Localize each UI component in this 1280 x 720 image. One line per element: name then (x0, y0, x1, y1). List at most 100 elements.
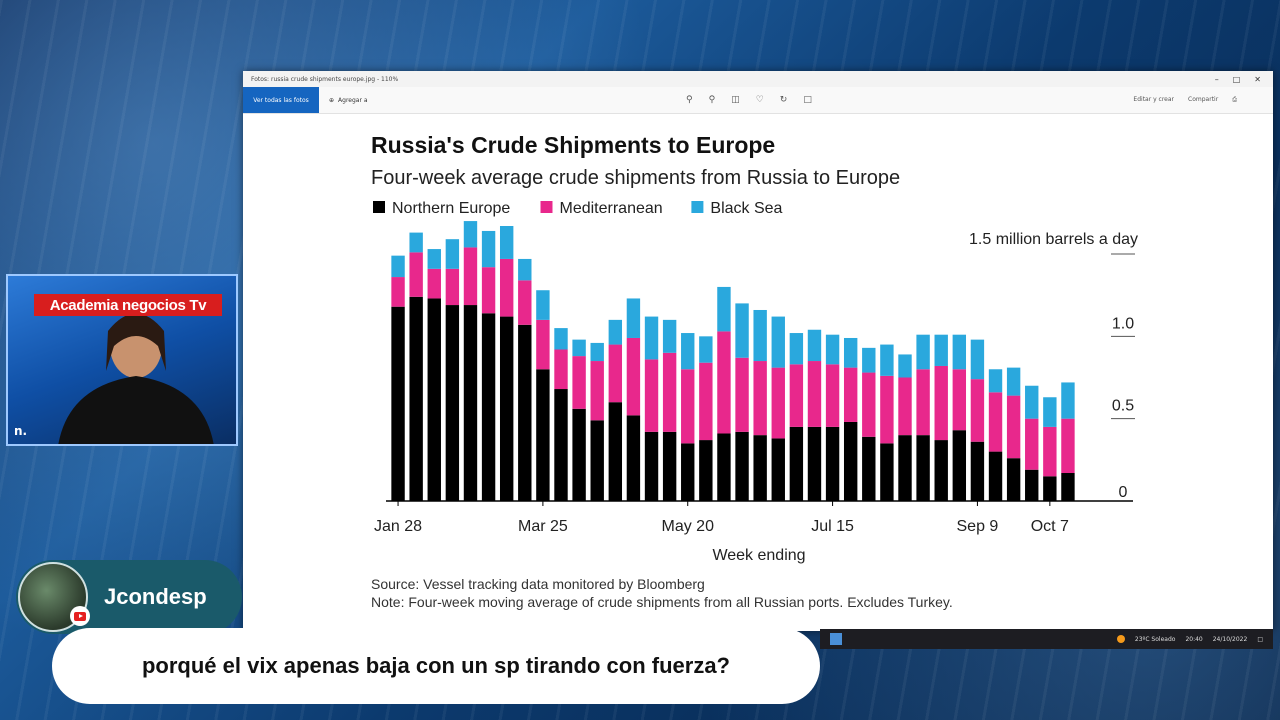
y-unit-label: 1.5 million barrels a day (969, 231, 1138, 248)
bar-northern-europe (554, 389, 568, 501)
bar-black-sea (662, 319, 677, 353)
chart-title: Russia's Crude Shipments to Europe (371, 132, 775, 158)
chart-source: Source: Vessel tracking data monitored b… (371, 576, 705, 592)
bar-black-sea (463, 221, 478, 248)
bar-black-sea (1025, 385, 1039, 419)
close-icon[interactable]: ✕ (1254, 74, 1261, 84)
edit-create-button[interactable]: Editar y crear (1133, 96, 1175, 103)
bar-black-sea (499, 226, 514, 259)
zoom-out-icon[interactable]: ⚲ (708, 95, 716, 105)
presenter-shirt (58, 376, 214, 444)
minimize-icon[interactable]: – (1214, 74, 1219, 84)
bar-mediterranean (608, 344, 623, 403)
bar-mediterranean (735, 357, 749, 432)
y-tick-label: 1.0 (1112, 315, 1134, 332)
bar-mediterranean (391, 277, 405, 307)
bar-northern-europe (880, 443, 894, 501)
bar-black-sea (789, 333, 804, 365)
bar-mediterranean (463, 247, 478, 306)
bar-northern-europe (445, 305, 460, 501)
bar-mediterranean (880, 375, 894, 444)
viewer-tool-icons: ⚲ ⚲ ◫ ♡ ↻ □ (686, 95, 812, 105)
bar-black-sea (843, 337, 858, 368)
weather-text: 23ºC Soleado (1134, 635, 1176, 643)
bar-mediterranean (898, 377, 912, 436)
bar-black-sea (590, 342, 604, 362)
bar-black-sea (717, 286, 731, 332)
time-text: 20:40 (1185, 635, 1203, 643)
bar-mediterranean (427, 268, 441, 299)
youtube-icon (70, 606, 90, 626)
bar-black-sea (427, 249, 441, 269)
legend-label: Black Sea (710, 200, 782, 217)
channel-banner: Academia negocios Tv (34, 294, 222, 316)
crop-icon[interactable]: □ (803, 95, 812, 105)
weather-icon (1116, 635, 1125, 643)
bar-black-sea (1061, 382, 1075, 419)
bar-black-sea (481, 230, 496, 268)
bar-black-sea (391, 255, 405, 278)
notifications-icon[interactable]: □ (1257, 635, 1263, 643)
bar-black-sea (862, 347, 876, 373)
bar-black-sea (952, 334, 967, 370)
bar-northern-europe (1025, 469, 1039, 501)
window-titlebar: Fotos: russia crude shipments europe.jpg… (243, 71, 1273, 87)
bar-black-sea (988, 369, 1003, 393)
add-to-button[interactable]: ⊕ Agregar a (329, 97, 368, 104)
y-tick-label: 0 (1119, 484, 1128, 501)
bar-northern-europe (391, 306, 405, 501)
bar-black-sea (735, 303, 749, 358)
taskbar-app-icon[interactable] (830, 633, 842, 645)
delete-icon[interactable]: ◫ (731, 95, 740, 105)
favorite-icon[interactable]: ♡ (755, 95, 764, 105)
bar-mediterranean (536, 319, 550, 370)
bar-black-sea (880, 344, 894, 376)
bar-northern-europe (481, 313, 496, 501)
print-icon[interactable]: ⎙ (1232, 96, 1237, 103)
bar-northern-europe (735, 431, 749, 501)
bar-northern-europe (499, 316, 514, 501)
bar-black-sea (445, 239, 460, 269)
add-to-label: Agregar a (338, 96, 368, 104)
bar-black-sea (771, 316, 785, 368)
maximize-icon[interactable]: □ (1232, 74, 1241, 84)
bar-black-sea (753, 309, 767, 362)
bar-northern-europe (970, 441, 985, 501)
bar-mediterranean (572, 356, 586, 409)
bar-northern-europe (536, 369, 550, 501)
x-ticks: Jan 28 Mar 25 May 20 Jul 15 Sep 9 Oct 7 (374, 501, 1069, 535)
view-all-photos-button[interactable]: Ver todas las fotos (243, 87, 319, 113)
bar-black-sea (970, 339, 985, 380)
y-tick-label: 0.5 (1112, 398, 1134, 415)
bar-mediterranean (1061, 418, 1075, 474)
x-tick-label: Sep 9 (957, 518, 999, 535)
chat-message-bubble: porqué el vix apenas baja con un sp tira… (52, 628, 820, 704)
bar-mediterranean (518, 280, 532, 325)
zoom-in-icon[interactable]: ⚲ (686, 95, 693, 105)
bar-black-sea (916, 334, 930, 370)
bar-mediterranean (970, 379, 985, 442)
bar-mediterranean (445, 268, 460, 306)
chat-username: Jcondesp (104, 584, 207, 609)
viewer-toolbar-right: Editar y crear Compartir ⎙ (1133, 96, 1237, 104)
bar-northern-europe (518, 324, 532, 501)
bar-northern-europe (789, 426, 804, 501)
viewer-toolbar: Ver todas las fotos ⊕ Agregar a ⚲ ⚲ ◫ ♡ … (243, 87, 1273, 114)
bar-mediterranean (771, 367, 785, 439)
bar-mediterranean (481, 267, 496, 314)
share-button[interactable]: Compartir (1188, 96, 1219, 103)
x-tick-label: Jan 28 (374, 518, 422, 535)
legend-swatch (540, 201, 553, 213)
chat-user-badge: Jcondesp (16, 560, 242, 634)
bar-black-sea (518, 258, 532, 281)
bar-mediterranean (843, 367, 858, 422)
rotate-icon[interactable]: ↻ (779, 95, 788, 105)
chart-area: Russia's Crude Shipments to Europe Four-… (243, 113, 1273, 631)
chat-message: porqué el vix apenas baja con un sp tira… (141, 653, 730, 678)
x-tick-label: Mar 25 (518, 518, 568, 535)
bar-mediterranean (1043, 426, 1057, 477)
bar-mediterranean (644, 359, 659, 432)
bar-black-sea (681, 333, 695, 370)
legend-label: Northern Europe (392, 200, 510, 217)
bar-black-sea (807, 329, 822, 362)
